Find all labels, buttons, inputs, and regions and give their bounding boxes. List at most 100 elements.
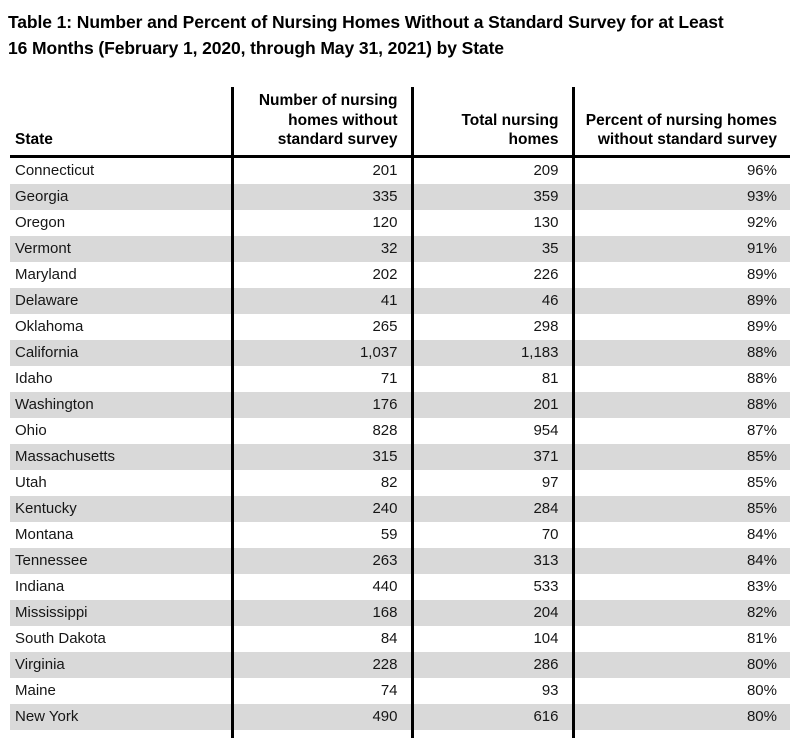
- table-row: Idaho 71 81 88%: [10, 365, 790, 392]
- clipped-cell: [10, 730, 232, 738]
- state-cell: California: [15, 344, 79, 361]
- state-cell: New York: [15, 708, 79, 725]
- state-cell: Oklahoma: [15, 318, 84, 335]
- state-cell: Utah: [15, 474, 47, 491]
- percent-without-survey-cell: 80%: [571, 677, 790, 704]
- table-body: Connecticut 201 209 96% Georgia 335 359 93% Oreg…: [10, 156, 790, 738]
- number-without-survey-cell: 168: [230, 599, 412, 626]
- state-cell: South Dakota: [15, 630, 106, 647]
- number-without-survey-cell: 228: [230, 651, 412, 678]
- number-without-survey-cell: 84: [230, 625, 412, 652]
- table-row: South Dakota 84 104 81%: [10, 625, 790, 652]
- total-homes-cell: 81: [410, 365, 573, 392]
- clipped-cell: [571, 729, 790, 738]
- percent-without-survey-cell: 89%: [571, 261, 790, 288]
- clipped-cell: [410, 729, 573, 738]
- percent-without-survey-cell: 87%: [571, 417, 790, 444]
- table-row: Indiana 440 533 83%: [10, 573, 790, 600]
- column-header-number-without-survey: Number of nursing homes without standard…: [230, 87, 412, 156]
- percent-without-survey-cell: 84%: [571, 521, 790, 548]
- state-cell: Idaho: [15, 370, 53, 387]
- table-row: Tennessee 263 313 84%: [10, 547, 790, 574]
- table-row: Washington 176 201 88%: [10, 391, 790, 418]
- number-without-survey-cell: 240: [230, 495, 412, 522]
- state-cell: Washington: [15, 396, 94, 413]
- table-row: Virginia 228 286 80%: [10, 651, 790, 678]
- state-cell: Indiana: [15, 578, 65, 595]
- total-homes-cell: 201: [410, 391, 573, 418]
- percent-without-survey-cell: 88%: [571, 339, 790, 366]
- percent-without-survey-cell: 88%: [571, 365, 790, 392]
- number-without-survey-cell: 490: [230, 703, 412, 730]
- total-homes-cell: 313: [410, 547, 573, 574]
- state-cell: Delaware: [15, 292, 79, 309]
- table-row: Vermont 32 35 91%: [10, 235, 790, 262]
- percent-without-survey-cell: 96%: [571, 156, 790, 184]
- total-homes-cell: 35: [410, 235, 573, 262]
- percent-without-survey-cell: 89%: [571, 287, 790, 314]
- number-without-survey-cell: 202: [230, 261, 412, 288]
- state-cell: Maryland: [15, 266, 77, 283]
- table-row: Massachusetts 315 371 85%: [10, 443, 790, 470]
- number-without-survey-cell: 176: [230, 391, 412, 418]
- table-row: New York 490 616 80%: [10, 703, 790, 730]
- percent-without-survey-cell: 80%: [571, 651, 790, 678]
- percent-without-survey-cell: 81%: [571, 625, 790, 652]
- state-cell: Connecticut: [15, 162, 95, 179]
- state-cell: Vermont: [15, 240, 71, 257]
- table-row: Connecticut 201 209 96%: [10, 156, 790, 184]
- table-row: Maine 74 93 80%: [10, 677, 790, 704]
- total-homes-cell: 616: [410, 703, 573, 730]
- total-homes-cell: 286: [410, 651, 573, 678]
- number-without-survey-cell: 440: [230, 573, 412, 600]
- number-without-survey-cell: 59: [230, 521, 412, 548]
- number-without-survey-cell: 32: [230, 235, 412, 262]
- column-header-state: State: [15, 131, 53, 148]
- number-without-survey-cell: 828: [230, 417, 412, 444]
- state-cell: Mississippi: [15, 604, 88, 621]
- percent-without-survey-cell: 85%: [571, 469, 790, 496]
- total-homes-cell: 204: [410, 599, 573, 626]
- number-without-survey-cell: 263: [230, 547, 412, 574]
- state-cell: Massachusetts: [15, 448, 116, 465]
- total-homes-cell: 954: [410, 417, 573, 444]
- percent-without-survey-cell: 89%: [571, 313, 790, 340]
- table-title-line-1: Table 1: Number and Percent of Nursing H…: [8, 12, 724, 32]
- table-row: Oregon 120 130 92%: [10, 209, 790, 236]
- table-row: Montana 59 70 84%: [10, 521, 790, 548]
- total-homes-cell: 226: [410, 261, 573, 288]
- state-cell: Virginia: [15, 656, 65, 673]
- total-homes-cell: 1,183: [410, 339, 573, 366]
- state-cell: Montana: [15, 526, 74, 543]
- percent-without-survey-cell: 80%: [571, 703, 790, 730]
- number-without-survey-cell: 82: [230, 469, 412, 496]
- percent-without-survey-cell: 84%: [571, 547, 790, 574]
- table-row: California 1,037 1,183 88%: [10, 339, 790, 366]
- table-row: Ohio 828 954 87%: [10, 417, 790, 444]
- state-cell: Georgia: [15, 188, 69, 205]
- table-title: Table 1: Number and Percent of Nursing H…: [0, 0, 806, 61]
- number-without-survey-cell: 120: [230, 209, 412, 236]
- percent-without-survey-cell: 85%: [571, 443, 790, 470]
- column-header-percent-without-survey: Percent of nursing homes without standar…: [571, 87, 790, 156]
- state-cell: Tennessee: [15, 552, 88, 569]
- total-homes-cell: 533: [410, 573, 573, 600]
- table-row: Georgia 335 359 93%: [10, 183, 790, 210]
- percent-without-survey-cell: 83%: [571, 573, 790, 600]
- table-row: Utah 82 97 85%: [10, 469, 790, 496]
- number-without-survey-cell: 1,037: [230, 339, 412, 366]
- table-row: Delaware 41 46 89%: [10, 287, 790, 314]
- state-cell: Maine: [15, 682, 56, 699]
- table-row: Oklahoma 265 298 89%: [10, 313, 790, 340]
- total-homes-cell: 46: [410, 287, 573, 314]
- table-row: Mississippi 168 204 82%: [10, 599, 790, 626]
- state-cell: Oregon: [15, 214, 66, 231]
- clipped-cell: [230, 729, 412, 738]
- table-header: State Number of nursing homes without st…: [10, 87, 790, 156]
- state-cell: Ohio: [15, 422, 47, 439]
- percent-without-survey-cell: 85%: [571, 495, 790, 522]
- total-homes-cell: 104: [410, 625, 573, 652]
- total-homes-cell: 70: [410, 521, 573, 548]
- total-homes-cell: 93: [410, 677, 573, 704]
- clipped-partial-row: [10, 729, 790, 738]
